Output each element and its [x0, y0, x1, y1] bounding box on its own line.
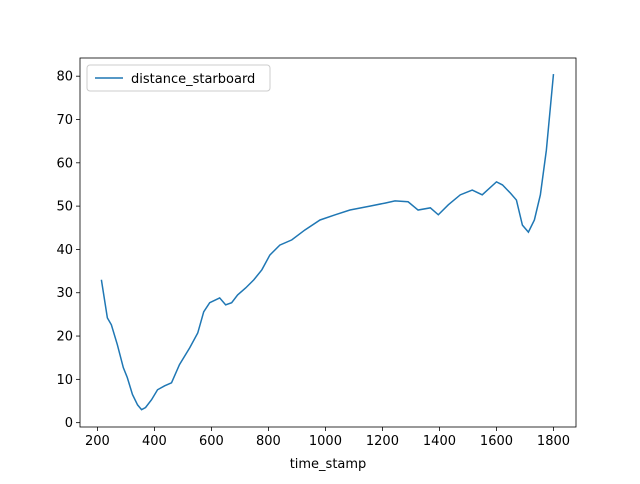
x-axis-label: time_stamp — [290, 457, 367, 472]
x-tick-label: 200 — [85, 434, 110, 449]
x-tick-label: 800 — [256, 434, 281, 449]
legend-label: distance_starboard — [131, 72, 255, 87]
y-tick-label: 70 — [56, 113, 73, 128]
x-tick-label: 1000 — [309, 434, 342, 449]
y-tick-label: 10 — [56, 373, 73, 388]
line — [100, 73, 555, 411]
y-tick-label: 30 — [56, 286, 73, 301]
x-tick-label: 1600 — [480, 434, 513, 449]
x-tick-label: 1200 — [366, 434, 399, 449]
y-tick-label: 50 — [56, 200, 73, 215]
x-tick-label: 400 — [142, 434, 167, 449]
y-tick-label: 0 — [65, 416, 73, 431]
y-tick-label: 80 — [56, 70, 73, 85]
y-tick-label: 20 — [56, 330, 73, 345]
x-tick-label: 1400 — [423, 434, 456, 449]
plot-frame — [79, 57, 577, 428]
y-tick-label: 40 — [56, 243, 73, 258]
x-tick-label: 600 — [199, 434, 224, 449]
legend-box — [86, 64, 271, 92]
x-tick-label: 1800 — [537, 434, 570, 449]
y-tick-label: 60 — [56, 156, 73, 171]
